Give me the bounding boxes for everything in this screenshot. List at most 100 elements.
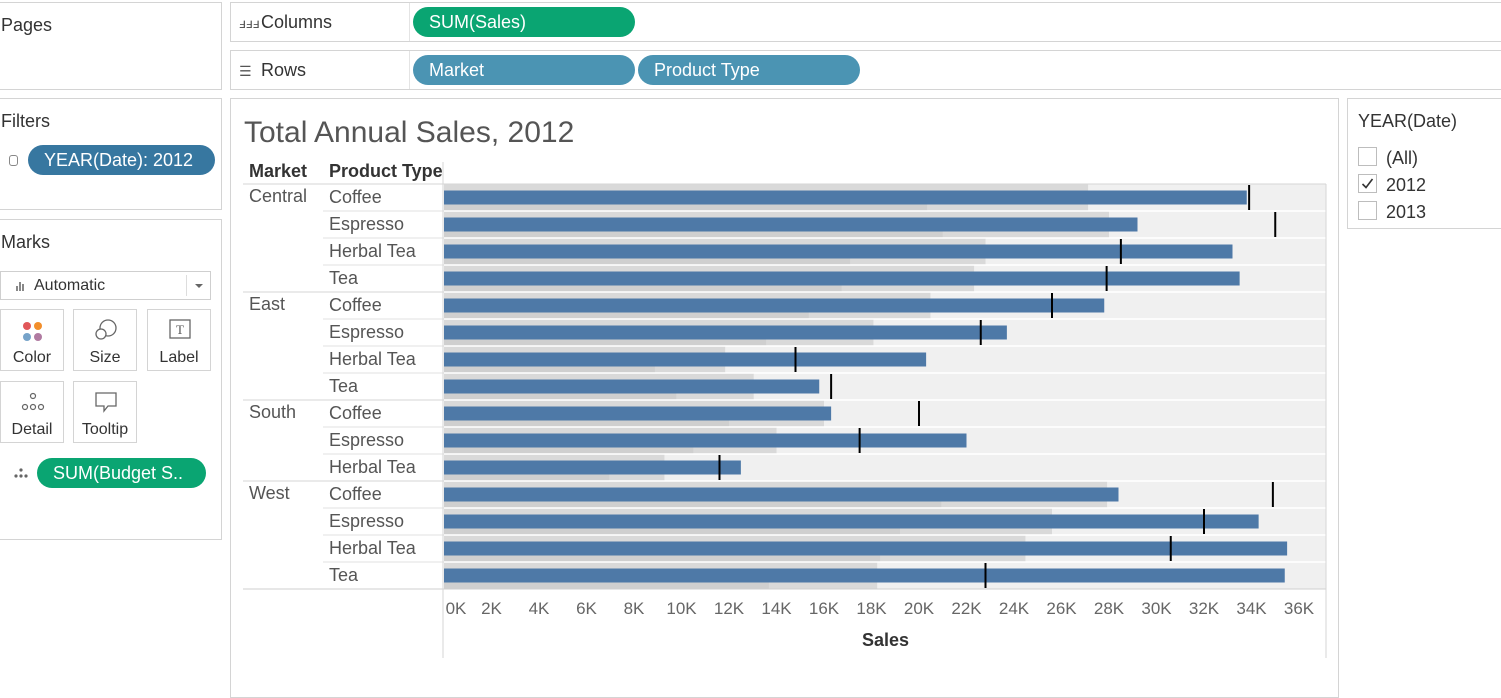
product-type-label[interactable]: Coffee [329,187,382,207]
sales-bar [444,352,927,367]
filter-pill-year-date[interactable]: YEAR(Date): 2012 [28,145,215,175]
x-tick-label: 20K [903,599,935,618]
filters-title: Filters [1,111,50,131]
checkbox-all[interactable] [1358,147,1377,166]
sales-bar [444,217,1138,232]
product-type-label[interactable]: Coffee [329,403,382,423]
market-label[interactable]: Central [249,186,308,206]
rows-pill-product-type[interactable]: Product Type [638,55,860,85]
sales-bar [444,190,1247,205]
rows-pill-market[interactable]: Market [413,55,635,85]
viz-title: Total Annual Sales, 2012 [244,116,575,149]
detail-field-icon [14,468,28,478]
x-tick-label: 18K [856,599,887,618]
label-button[interactable]: T Label [147,309,211,371]
x-tick-label: 26K [1046,599,1077,618]
label-button-label: Label [159,349,199,366]
sales-bar [444,379,820,394]
shelf-divider [409,3,410,41]
columns-icon: ⅎⅎⅎ [239,15,260,31]
pages-card: Pages [0,2,222,90]
product-type-label[interactable]: Espresso [329,322,405,342]
x-tick-label: 4K [528,599,550,618]
checkbox-2012-label[interactable]: 2012 [1386,175,1427,195]
pages-title: Pages [1,15,53,35]
tooltip-icon [95,392,117,413]
check-icon [1361,178,1374,189]
dimension-icon [9,155,18,166]
x-tick-label: 28K [1093,599,1125,618]
sales-bar [444,568,1285,583]
columns-pill-sum-sales[interactable]: SUM(Sales) [413,7,635,37]
product-type-label[interactable]: Coffee [329,295,382,315]
x-tick-label: 2K [481,599,502,618]
market-label[interactable]: South [249,402,297,422]
color-icon [23,322,42,341]
x-tick-label: 24K [998,599,1030,618]
x-tick-label: 14K [761,599,792,618]
sales-bar [444,244,1233,259]
product-type-label[interactable]: Tea [329,376,359,396]
size-button[interactable]: Size [73,309,137,371]
product-type-label[interactable]: Espresso [329,511,405,531]
product-type-label[interactable]: Herbal Tea [329,538,416,558]
rows-label-text: Rows [261,60,307,80]
detail-button-label: Detail [11,421,53,438]
x-tick-label: 0K [445,599,467,618]
x-tick-label: 36K [1283,599,1315,618]
product-type-label[interactable]: Coffee [329,484,382,504]
market-label[interactable]: West [249,483,290,503]
mark-type-dropdown[interactable]: Automatic [0,271,211,300]
chevron-down-icon [195,284,203,288]
svg-text:T: T [176,322,184,337]
marks-title: Marks [1,232,50,252]
x-tick-label: 22K [951,599,982,618]
sales-bar [444,325,1007,340]
product-type-label[interactable]: Espresso [329,214,405,234]
product-type-label[interactable]: Herbal Tea [329,241,416,261]
market-column-header[interactable]: Market [249,161,308,181]
tooltip-button-label: Tooltip [81,421,129,438]
size-button-label: Size [89,349,121,366]
checkbox-2012[interactable] [1358,174,1377,193]
rows-shelf-label: ☰ Rows [239,60,306,81]
sales-bar [444,406,832,421]
sales-bar [444,541,1288,556]
product-type-label[interactable]: Espresso [329,430,405,450]
sales-bar [444,271,1240,286]
product-type-label[interactable]: Herbal Tea [329,349,416,369]
size-icon [95,319,117,340]
detail-icon [21,392,45,411]
sales-bar [444,460,741,475]
rows-icon: ☰ [239,63,252,79]
color-button[interactable]: Color [0,309,64,371]
sales-bar [444,514,1259,529]
market-label[interactable]: East [249,294,286,314]
text-label-icon: T [169,319,191,339]
x-tick-label: 8K [623,599,645,618]
x-tick-label: 10K [666,599,697,618]
year-filter-title: YEAR(Date) [1358,111,1458,131]
tooltip-button[interactable]: Tooltip [73,381,137,443]
mark-type-value: Automatic [34,277,106,294]
checkbox-2013-label[interactable]: 2013 [1386,202,1427,222]
x-tick-label: 16K [808,599,840,618]
shelf-divider [409,51,410,89]
marks-pill-sum-budget-sales[interactable]: SUM(Budget S.. [37,458,206,488]
detail-button[interactable]: Detail [0,381,64,443]
color-button-label: Color [12,349,52,366]
x-tick-label: 30K [1141,599,1172,618]
product-type-label[interactable]: Tea [329,565,359,585]
sales-bar [444,298,1105,313]
checkbox-2013[interactable] [1358,201,1377,220]
product-type-label[interactable]: Tea [329,268,359,288]
dropdown-divider [186,275,187,296]
checkbox-all-label[interactable]: (All) [1386,148,1418,168]
x-tick-label: 6K [576,599,597,618]
product-type-label[interactable]: Herbal Tea [329,457,416,477]
product-type-column-header[interactable]: Product Type [329,161,443,181]
columns-shelf-label: ⅎⅎⅎColumns [239,12,332,33]
sales-bar [444,487,1119,502]
x-tick-label: 12K [713,599,745,618]
